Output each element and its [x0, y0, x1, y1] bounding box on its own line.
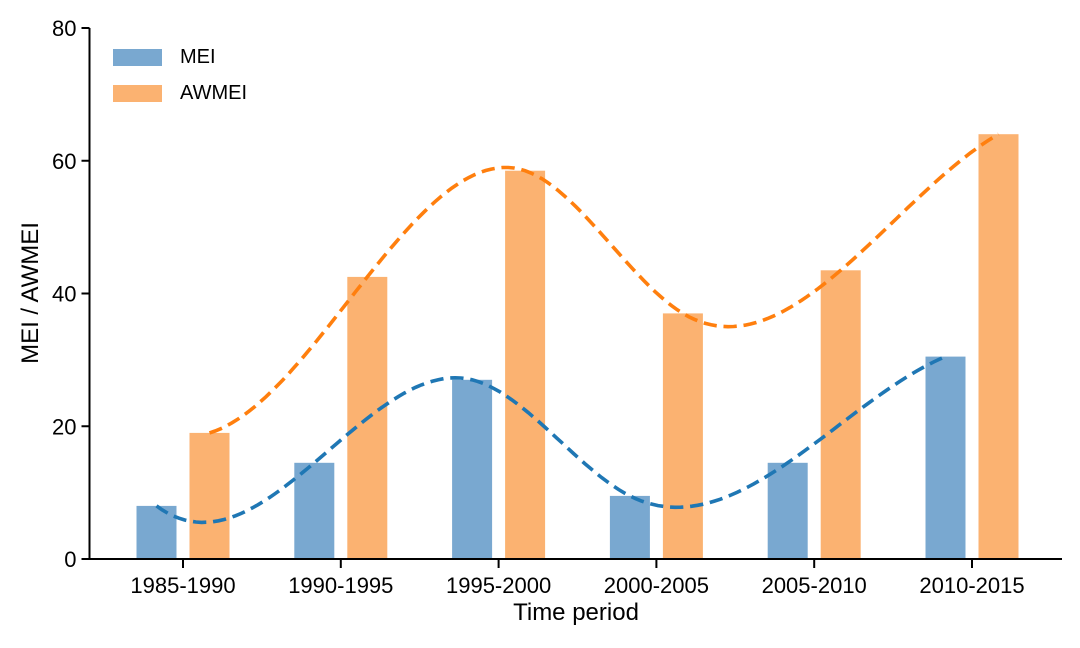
legend-label-mei: MEI	[180, 46, 216, 68]
y-tick-label: 60	[52, 149, 76, 174]
legend-swatch-mei	[113, 48, 162, 66]
legend-item-mei: MEI	[113, 47, 247, 67]
bar-mei-1990-1995	[294, 462, 335, 559]
bar-awmei-1985-1990	[189, 432, 230, 559]
bar-awmei-1995-2000	[505, 170, 546, 559]
bar-mei-1985-1990	[136, 505, 177, 559]
legend-swatch-awmei	[113, 84, 162, 102]
trend-line-mei	[155, 354, 947, 525]
y-tick-label: 80	[52, 16, 76, 41]
x-tick-label: 2010-2015	[919, 573, 1024, 598]
bar-mei-2010-2015	[925, 356, 966, 559]
x-tick-label: 1995-2000	[446, 573, 551, 598]
trend-line-awmei	[208, 132, 1000, 435]
bar-awmei-2010-2015	[978, 134, 1019, 559]
x-tick-label: 2000-2005	[604, 573, 709, 598]
legend: MEI AWMEI	[113, 47, 247, 103]
y-tick-label: 40	[52, 282, 76, 307]
y-axis-label: MEI / AWMEI	[17, 222, 44, 364]
legend-item-awmei: AWMEI	[113, 83, 247, 103]
x-tick-label: 2005-2010	[762, 573, 867, 598]
bar-mei-2005-2010	[767, 462, 808, 559]
x-axis-label: Time period	[513, 599, 639, 626]
bar-mei-1995-2000	[452, 379, 493, 559]
x-tick-label: 1990-1995	[288, 573, 393, 598]
bar-mei-2000-2005	[609, 495, 650, 559]
x-tick-label: 1985-1990	[130, 573, 235, 598]
bar-awmei-2000-2005	[662, 313, 703, 559]
y-tick-label: 20	[52, 414, 76, 439]
legend-label-awmei: AWMEI	[180, 82, 248, 104]
y-tick-label: 0	[64, 547, 76, 572]
